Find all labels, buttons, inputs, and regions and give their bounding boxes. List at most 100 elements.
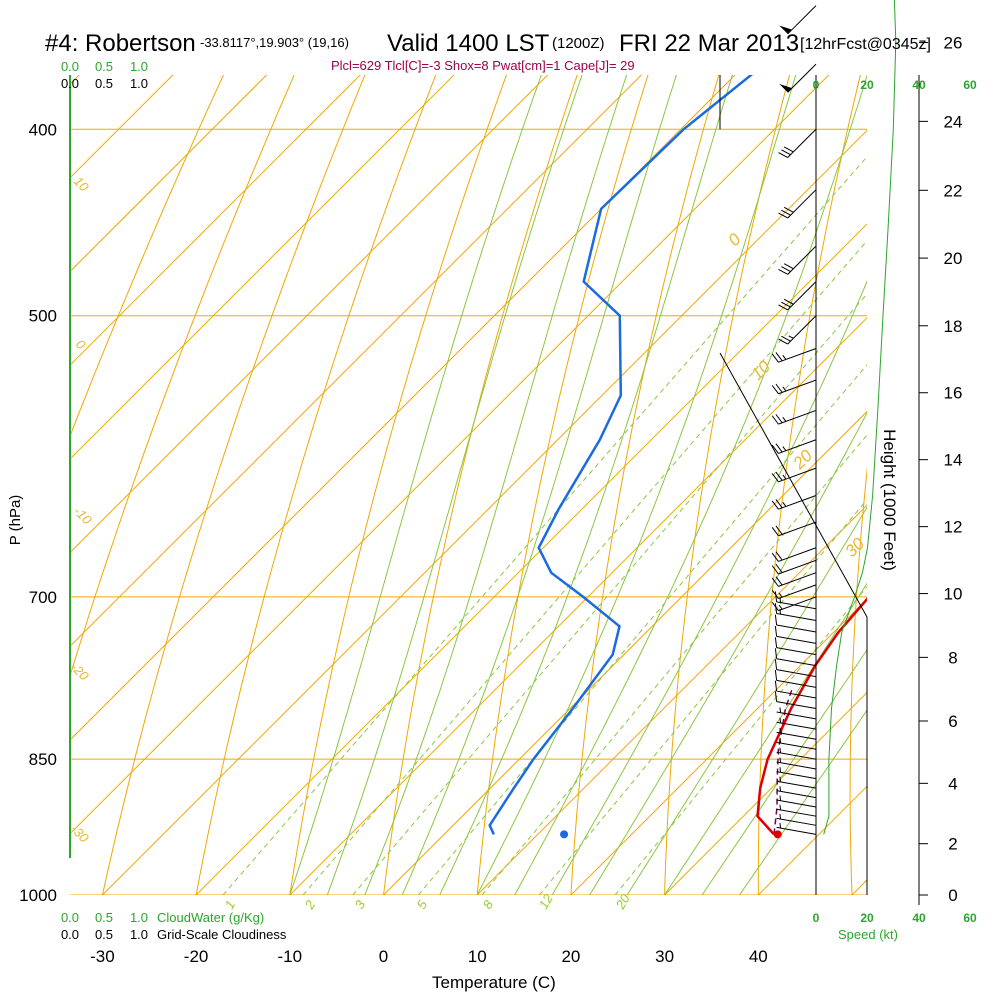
isotherm-line [195, 223, 867, 895]
wind-barb-flag [771, 444, 779, 454]
wind-barb-flag [775, 563, 783, 573]
mixing-ratio-line [302, 240, 867, 895]
wind-barb [778, 128, 817, 158]
moist-adiabat-line [701, 648, 867, 895]
wind-barb-half-flag [782, 501, 787, 507]
wind-barb [774, 591, 817, 610]
wind-barb-pennant [779, 83, 792, 93]
wind-barb [776, 757, 817, 770]
cloudiness-tick-label-top: 1.0 [130, 76, 148, 91]
wind-barb-flag [771, 527, 779, 537]
temperature-tick-label: 40 [749, 947, 768, 966]
speed-tick-label-top: 40 [912, 78, 926, 92]
isotherm-line [70, 75, 361, 366]
temperature-axis-label: Temperature (C) [432, 973, 556, 992]
temperature-tick-label: -10 [278, 947, 303, 966]
wind-barb-flag [775, 551, 783, 561]
wind-barb-half-flag [782, 474, 787, 480]
wind-barb [771, 409, 817, 425]
dry-adiabat-label: -10 [71, 504, 95, 528]
moist-adiabat-line [626, 506, 867, 895]
wind-barb-half-flag [779, 795, 782, 801]
pressure-tick-label: 850 [29, 750, 57, 769]
wind-barb-half-flag [779, 747, 782, 753]
wind-barb-flag [781, 335, 791, 342]
surface-dewpoint-dot [560, 830, 569, 839]
wind-barb [774, 614, 817, 633]
utc-time: (1200Z) [552, 35, 605, 52]
wind-barb-staff [776, 721, 817, 730]
wind-barb [771, 584, 817, 600]
height-tick-label: 20 [944, 249, 963, 268]
wind-barb-flag [771, 601, 779, 611]
wind-barb-flag [771, 565, 779, 575]
wind-barb [774, 691, 817, 710]
speed-tick-label-bottom: 40 [912, 911, 926, 925]
wind-barb-staff [787, 281, 817, 311]
height-tick-label: 16 [944, 384, 963, 403]
dry-adiabat-line [570, 75, 720, 895]
wind-barb-staff [776, 613, 817, 621]
pressure-tick-label: 400 [29, 120, 57, 139]
temperature-tick-label: 20 [561, 947, 580, 966]
pressure-axis-label: P (hPa) [7, 495, 24, 546]
wind-barb-half-flag [779, 707, 782, 713]
isotherm-line [70, 75, 549, 554]
moist-adiabat-line [514, 75, 867, 895]
wind-barb-flag [774, 691, 778, 702]
wind-barb-flag [781, 209, 791, 216]
wind-barb-staff [776, 731, 817, 740]
moist-adiabat-line [401, 75, 677, 895]
height-tick-label: 0 [948, 886, 957, 905]
dry-adiabat-line [70, 75, 224, 438]
wind-barb [776, 717, 817, 730]
wind-barb [776, 776, 817, 789]
wind-barb-flag [771, 500, 779, 510]
wind-barb-staff [776, 808, 817, 817]
temperature-tick-label: 0 [379, 947, 388, 966]
mixing-ratio-line [481, 434, 867, 895]
speed-tick-label-bottom: 20 [860, 911, 874, 925]
wind-barb-flag [781, 149, 791, 156]
dewpoint-profile-line [488, 75, 754, 835]
wind-barb [776, 707, 817, 720]
wind-barb-staff [787, 63, 817, 93]
wind-barb [776, 727, 817, 740]
wind-barb-flag [774, 659, 778, 670]
wind-barb-flag [778, 338, 788, 345]
wind-barb-staff [776, 761, 817, 770]
height-tick-label: 14 [944, 451, 963, 470]
isotherm-line [70, 75, 80, 85]
wind-barb [774, 669, 817, 688]
dry-adiabat-label: 10 [71, 174, 92, 195]
cloudiness-tick-label-bottom: 0.5 [95, 927, 113, 942]
wind-barb [771, 439, 817, 454]
station-coords: -33.8117°,19.903° (19,16) [200, 35, 349, 50]
wind-barb-half-flag [779, 804, 782, 810]
wind-barb-staff [778, 559, 817, 575]
wind-barb-half-flag [779, 786, 782, 792]
wind-barb-staff [778, 439, 817, 454]
cloudwater-tick-label-top: 1.0 [130, 59, 148, 74]
forecast-date: FRI 22 Mar 2013 [619, 30, 799, 57]
wind-barb [778, 189, 817, 219]
height-tick-label: 24 [944, 112, 963, 131]
moist-adiabat-line [439, 75, 733, 895]
wind-barb [771, 547, 817, 562]
dry-adiabat-line [757, 75, 861, 895]
wind-barb-staff [776, 679, 817, 688]
temperature-tick-label: 30 [655, 947, 674, 966]
dry-adiabat-label: -20 [68, 660, 92, 684]
pressure-tick-label: 500 [29, 307, 57, 326]
wind-barb-staff [776, 658, 817, 667]
wind-barb-half-flag [778, 592, 783, 598]
wind-barb-staff [778, 572, 817, 587]
wind-barb [771, 348, 817, 363]
wind-barb [774, 625, 817, 644]
wind-barb-pennant [779, 25, 792, 34]
skewt-axes: 2503004005007008501000-30-20-10010203040… [19, 34, 977, 966]
pressure-tick-label: 1000 [19, 886, 57, 905]
skewt-grid [70, 75, 867, 895]
wind-barb-flag [778, 304, 788, 311]
cloudwater-tick-label-bottom: 1.0 [130, 910, 148, 925]
